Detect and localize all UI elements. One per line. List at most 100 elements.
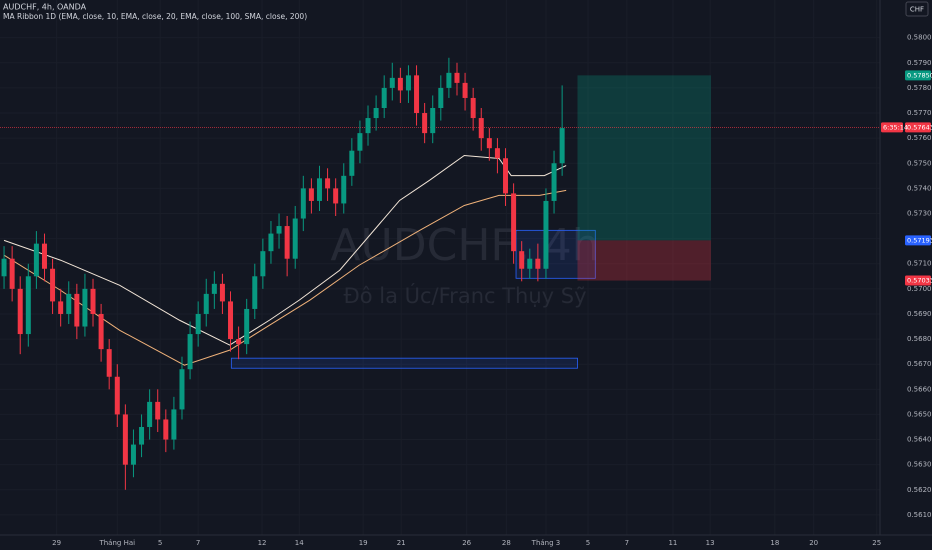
stop-label: 0.57033 xyxy=(907,277,932,285)
candle-body xyxy=(276,226,282,234)
candle-body xyxy=(130,444,136,465)
candle-body xyxy=(163,419,169,440)
stop-tag xyxy=(905,275,931,286)
candle-body xyxy=(470,97,476,119)
candle-body xyxy=(90,288,96,314)
candle-body xyxy=(244,308,250,345)
candle-body xyxy=(503,158,509,194)
candle-body xyxy=(462,82,468,98)
candle-body xyxy=(179,369,185,410)
candle-body xyxy=(114,376,120,415)
x-tick-label: 29 xyxy=(52,539,61,547)
x-tick-label: 20 xyxy=(809,539,818,547)
x-tick-label: 19 xyxy=(359,539,368,547)
candle-body xyxy=(349,150,355,176)
candle-body xyxy=(478,118,484,139)
indicator-legend: MA Ribbon 1D (EMA, close, 10, EMA, close… xyxy=(3,12,307,21)
last-price-label: 0.57643 xyxy=(907,123,932,131)
candle-body xyxy=(454,72,460,83)
candle-body xyxy=(397,77,403,91)
candle-body xyxy=(171,409,177,440)
candle-body xyxy=(373,108,379,119)
candle-body xyxy=(559,128,565,164)
x-tick-label: 7 xyxy=(625,539,629,547)
candle-body xyxy=(195,313,201,335)
candle-body xyxy=(203,293,209,314)
candle-body xyxy=(357,133,363,151)
entry-tag xyxy=(905,235,931,246)
target-label: 0.57850 xyxy=(907,71,932,79)
candle-body xyxy=(25,276,31,335)
candle-body xyxy=(527,258,533,269)
candle-body xyxy=(365,118,371,134)
candle-body xyxy=(422,113,428,134)
x-tick-label: Tháng 3 xyxy=(531,539,561,547)
candle-body xyxy=(292,218,298,259)
symbol-title: AUDCHF, 4h, OANDA xyxy=(3,3,87,12)
x-tick-label: Tháng Hai xyxy=(98,539,135,547)
currency-label[interactable]: CHF xyxy=(910,6,924,14)
candle-body xyxy=(260,251,266,277)
candle-body xyxy=(316,178,322,201)
candle-body xyxy=(228,301,234,340)
x-tick-label: 21 xyxy=(397,539,406,547)
countdown-tag xyxy=(881,122,903,133)
candle-body xyxy=(486,138,492,149)
candle-body xyxy=(511,193,517,252)
stop-zone xyxy=(577,240,711,281)
candle-body xyxy=(341,175,347,204)
x-tick-label: 5 xyxy=(586,539,590,547)
x-tick-label: 25 xyxy=(872,539,881,547)
candle-body xyxy=(139,426,145,445)
x-tick-label: 12 xyxy=(258,539,267,547)
candle-body xyxy=(211,283,217,294)
candle-body xyxy=(446,72,452,88)
candle-body xyxy=(389,77,395,88)
candle-body xyxy=(147,401,153,427)
candle-body xyxy=(308,188,314,201)
candle-body xyxy=(33,243,39,277)
candle-body xyxy=(494,148,500,159)
candle-body xyxy=(519,251,525,269)
currency-button[interactable] xyxy=(905,1,929,17)
candle-body xyxy=(122,414,128,465)
candle-body xyxy=(106,349,112,377)
watermark-subtitle: Đô la Úc/Franc Thụy Sỹ xyxy=(343,283,586,308)
candle-body xyxy=(155,401,161,420)
candle-body xyxy=(300,188,306,219)
candle-body xyxy=(381,87,387,109)
candle-body xyxy=(333,188,339,204)
candle-body xyxy=(325,178,331,189)
target-tag xyxy=(905,70,931,81)
x-tick-label: 7 xyxy=(196,539,200,547)
candle-body xyxy=(438,87,444,109)
candle-body xyxy=(74,293,80,327)
x-tick-label: 18 xyxy=(770,539,779,547)
candle-body xyxy=(58,301,64,314)
candle-body xyxy=(236,339,242,345)
plot-area xyxy=(0,57,880,490)
last-price-tag xyxy=(905,122,931,133)
x-tick-label: 14 xyxy=(295,539,304,547)
candle-body xyxy=(284,226,290,259)
candle-body xyxy=(17,288,23,335)
candle-body xyxy=(1,258,7,277)
candle-body xyxy=(551,163,557,201)
candle-body xyxy=(41,243,47,269)
